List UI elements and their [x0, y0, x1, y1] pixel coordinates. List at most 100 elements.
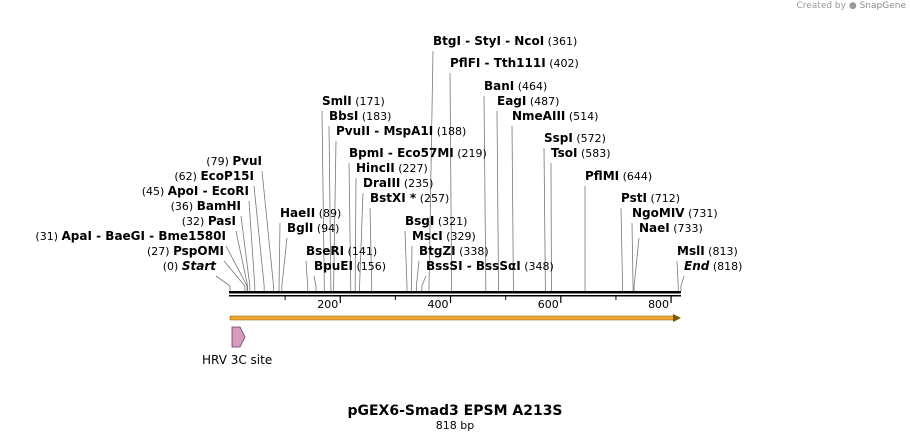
- site-position: (156): [356, 260, 386, 273]
- site-leader-15: [348, 162, 352, 291]
- enzyme-name: BseRI: [306, 244, 344, 258]
- site-label-haeii[interactable]: HaeII (89): [280, 206, 341, 220]
- enzyme-name: BsgI: [405, 214, 434, 228]
- site-label-bsssi[interactable]: BssSI - BssSαI (348): [426, 259, 554, 273]
- site-label-nmeaiii[interactable]: NmeAIII (514): [512, 109, 598, 123]
- enzyme-name: SspI: [544, 131, 573, 145]
- plasmid-length: 818 bp: [436, 419, 474, 432]
- site-position: (644): [623, 170, 653, 183]
- site-label-bpuei[interactable]: BpuEI (156): [314, 259, 386, 273]
- enzyme-separator: -: [461, 34, 474, 48]
- enzyme-name: PflFI: [450, 56, 480, 70]
- site-label-bani[interactable]: BanI (464): [484, 79, 547, 93]
- site-label-tsoi[interactable]: TsoI (583): [551, 146, 611, 160]
- site-label-sspi[interactable]: SspI (572): [544, 131, 606, 145]
- site-label-btgzi[interactable]: BtgZI (338): [419, 244, 489, 258]
- ruler: 200 400 600 800: [284, 296, 672, 311]
- enzyme-name: BpmI: [349, 146, 384, 160]
- site-label-pvuii[interactable]: PvuII - MspA1I (188): [336, 124, 466, 138]
- site-label-ngomiv[interactable]: NgoMIV (731): [632, 206, 718, 220]
- site-position: (183): [362, 110, 392, 123]
- enzyme-name: BtgI: [433, 34, 461, 48]
- enzyme-separator: -: [92, 229, 105, 243]
- site-label-pspomi[interactable]: (27) PspOMI: [147, 244, 224, 258]
- site-position: (514): [569, 110, 599, 123]
- site-label-bbsi[interactable]: BbsI (183): [329, 109, 391, 123]
- site-label-btgi[interactable]: BtgI - StyI - NcoI (361): [433, 34, 577, 48]
- ruler-tick-label-600: 600: [538, 298, 559, 311]
- site-leader-13: [328, 125, 332, 291]
- site-position: (464): [518, 80, 548, 93]
- ruler-tick-label-800: 800: [648, 298, 669, 311]
- enzyme-name: NgoMIV: [632, 206, 685, 220]
- site-leader-20: [410, 245, 413, 291]
- site-label-bsgi[interactable]: BsgI (321): [405, 214, 467, 228]
- enzyme-separator: -: [198, 184, 211, 198]
- enzyme-separator: -: [370, 124, 383, 138]
- enzyme-name: ApaI: [62, 229, 92, 243]
- site-label-eagi[interactable]: EagI (487): [497, 94, 559, 108]
- hrv-3c-site-label: HRV 3C site: [202, 353, 272, 367]
- hrv-3c-site-feature[interactable]: [231, 326, 246, 348]
- site-position: (402): [549, 57, 579, 70]
- site-position: (329): [446, 230, 476, 243]
- site-leader-26: [496, 110, 499, 291]
- site-label-naei[interactable]: NaeI (733): [639, 221, 703, 235]
- enzyme-name: MspA1I: [383, 124, 433, 138]
- enzyme-name: BtgZI: [419, 244, 456, 258]
- enzyme-name: PflMI: [585, 169, 619, 183]
- site-label-bgli[interactable]: BglI (94): [287, 221, 339, 235]
- enzyme-name: EcoRI: [212, 184, 249, 198]
- enzyme-name: PvuII: [336, 124, 370, 138]
- credit-prefix: Created by: [796, 1, 846, 11]
- enzyme-name: MscI: [412, 229, 443, 243]
- site-label-msli[interactable]: MslI (813): [677, 244, 738, 258]
- site-leader-2: [225, 245, 248, 291]
- site-leader-24: [449, 72, 453, 291]
- enzyme-name: StyI: [474, 34, 501, 48]
- site-label-pvui[interactable]: (79) PvuI: [206, 154, 262, 168]
- orf-bar: [229, 315, 675, 321]
- site-leader-7: [261, 170, 274, 291]
- site-leader-6: [253, 185, 265, 291]
- orf-arrow: [229, 314, 681, 322]
- site-position: (219): [457, 147, 487, 160]
- site-label-hincii[interactable]: HincII (227): [356, 161, 428, 175]
- site-leader-0: [215, 275, 231, 291]
- site-label-bstxi-[interactable]: BstXI * (257): [370, 191, 449, 205]
- site-position: (321): [438, 215, 468, 228]
- site-label-bpmi[interactable]: BpmI - Eco57MI (219): [349, 146, 487, 160]
- site-label-start[interactable]: (0) Start: [163, 259, 217, 273]
- site-position: (141): [348, 245, 378, 258]
- enzyme-name: PvuI: [232, 154, 262, 168]
- site-label-ecop15i[interactable]: (62) EcoP15I: [174, 169, 254, 183]
- enzyme-name: BssSαI: [476, 259, 521, 273]
- site-label-msci[interactable]: MscI (329): [412, 229, 476, 243]
- site-position: (45): [142, 185, 165, 198]
- site-label-pflfi[interactable]: PflFI - Tth111I (402): [450, 56, 579, 70]
- enzyme-name: BaeGI: [105, 229, 145, 243]
- site-label-apoi[interactable]: (45) ApoI - EcoRI: [142, 184, 249, 198]
- site-leader-17: [359, 192, 364, 291]
- site-label-psti[interactable]: PstI (712): [621, 191, 680, 205]
- site-label-draiii[interactable]: DraIII (235): [363, 176, 433, 190]
- site-label-end[interactable]: End (818): [684, 259, 742, 273]
- site-label-bamhi[interactable]: (36) BamHI: [171, 199, 241, 213]
- site-leader-lines: [215, 50, 685, 291]
- site-position: (171): [355, 95, 385, 108]
- site-label-bseri[interactable]: BseRI (141): [306, 244, 377, 258]
- site-position: (0): [163, 260, 179, 273]
- site-label-pasi[interactable]: (32) PasI: [182, 214, 236, 228]
- enzyme-name: EcoP15I: [200, 169, 254, 183]
- site-label-apai[interactable]: (31) ApaI - BaeGI - Bme1580I: [35, 229, 226, 243]
- site-position: (235): [404, 177, 434, 190]
- site-leader-10: [305, 260, 309, 291]
- site-leader-16: [354, 177, 357, 291]
- plasmid-title: pGEX6-Smad3 EPSM A213S: [347, 403, 562, 419]
- site-label-pflmi[interactable]: PflMI (644): [585, 169, 652, 183]
- enzyme-name: PspOMI: [173, 244, 224, 258]
- site-position: (583): [581, 147, 611, 160]
- enzyme-separator: -: [463, 259, 476, 273]
- enzyme-name: BanI: [484, 79, 514, 93]
- site-label-smli[interactable]: SmlI (171): [322, 94, 385, 108]
